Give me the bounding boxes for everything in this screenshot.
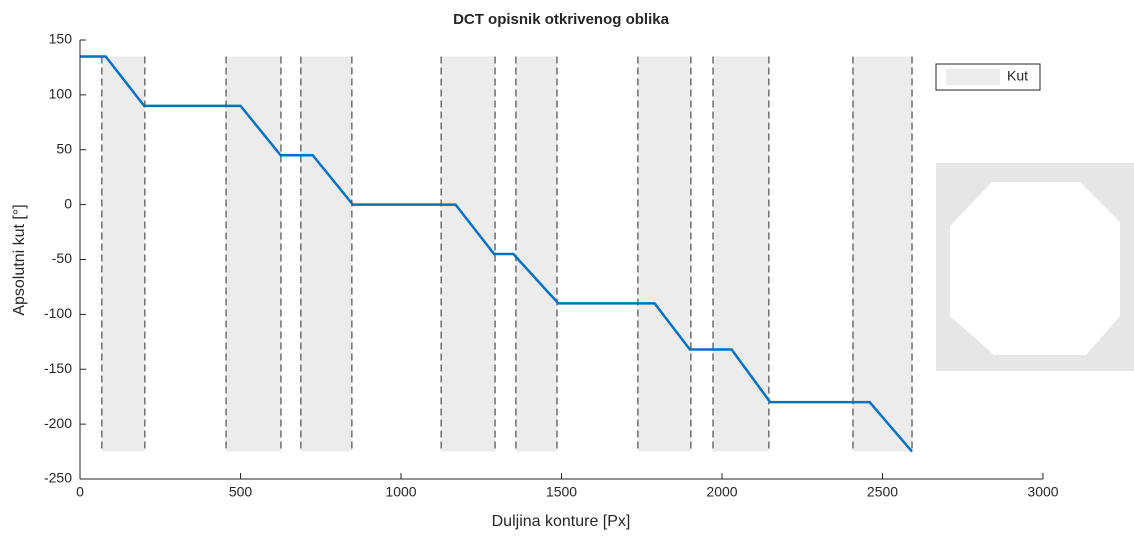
y-tick-label: -100 [44,305,72,321]
y-tick-label: 150 [49,31,73,47]
y-axis-label: Apsolutni kut [°] [11,204,28,315]
x-tick-label: 2000 [706,484,737,500]
x-tick-label: 0 [76,484,84,500]
x-tick-label: 1000 [385,484,416,500]
x-tick-label: 3000 [1027,484,1058,500]
chart-title: DCT opisnik otkrivenog oblika [453,11,670,28]
x-tick-label: 500 [229,484,253,500]
y-tick-label: -200 [44,415,72,431]
shaded-region [226,56,281,452]
shaded-region [101,56,145,452]
y-tick-label: 100 [49,86,73,102]
y-tick-label: -250 [44,470,72,486]
x-axis-label: Duljina konture [Px] [492,513,631,530]
shaded-region [713,56,769,452]
shaded-region [441,56,496,452]
x-tick-label: 2500 [867,484,898,500]
data-line [80,55,913,453]
legend-swatch [946,69,1000,85]
inset-octagon [950,182,1120,355]
y-tick-label: 0 [64,195,72,211]
y-tick-label: -150 [44,360,72,376]
shaded-region [852,56,913,452]
y-tick-label: -50 [52,250,72,266]
legend-label: Kut [1007,68,1028,84]
shaded-region [637,56,691,452]
shaded-region [300,56,352,452]
x-tick-label: 1500 [546,484,577,500]
shaded-region [515,56,558,452]
legend: Kut [935,63,1041,91]
inset-shape [936,163,1134,371]
y-tick-label: 50 [56,140,72,156]
